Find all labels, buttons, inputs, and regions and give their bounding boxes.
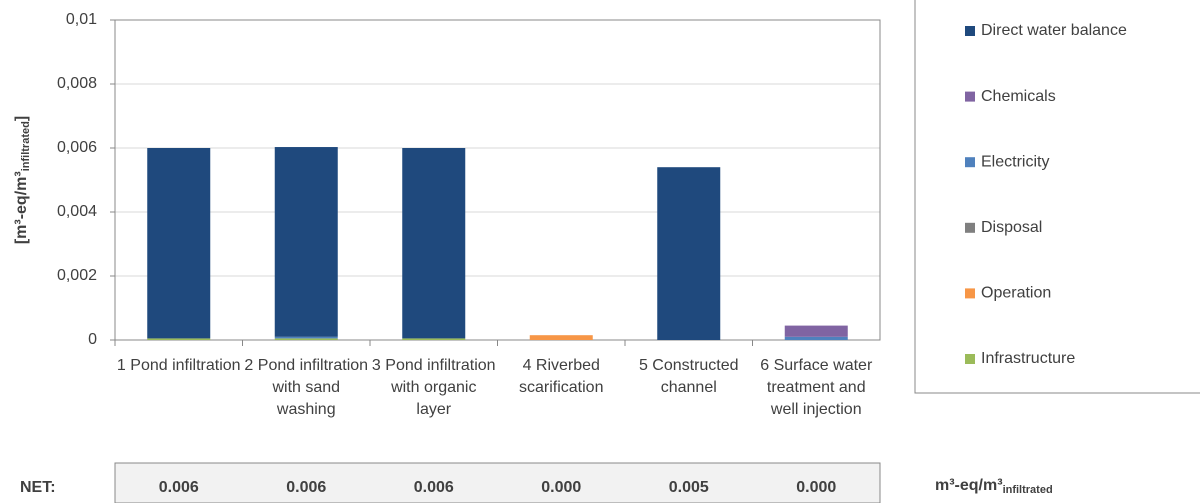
net-label: NET: bbox=[20, 479, 56, 496]
net-table bbox=[114, 462, 881, 503]
x-tick-label: 6 Surface water treatment and well injec… bbox=[760, 357, 873, 418]
text-part: infiltrated bbox=[20, 121, 32, 171]
y-tick-label: 0,002 bbox=[57, 267, 97, 284]
text-part: ] bbox=[13, 116, 30, 121]
bar-segment bbox=[274, 338, 338, 340]
y-tick-label: 0 bbox=[88, 331, 97, 348]
legend-label: Chemicals bbox=[981, 88, 1056, 105]
bar-segment bbox=[529, 335, 593, 340]
legend-label: Electricity bbox=[981, 153, 1049, 170]
legend-swatch bbox=[965, 222, 975, 233]
x-tick-label: 2 Pond infiltration with sand washing bbox=[244, 357, 369, 418]
net-value: 0.006 bbox=[286, 479, 326, 496]
x-tick-label: 4 Riverbed scarification bbox=[519, 357, 604, 396]
bar-segment bbox=[402, 148, 466, 339]
legend-label: Infrastructure bbox=[981, 350, 1075, 367]
x-tick-label: 1 Pond infiltration bbox=[116, 357, 241, 374]
y-tick-label: 0,01 bbox=[66, 11, 97, 28]
legend-label: Disposal bbox=[981, 219, 1042, 236]
net-value: 0.006 bbox=[159, 479, 199, 496]
plot-border bbox=[114, 19, 881, 341]
bar-segment bbox=[657, 167, 721, 340]
net-value: 0.000 bbox=[541, 479, 581, 496]
net-value: 0.005 bbox=[669, 479, 709, 496]
text-part: m³-eq/m³ bbox=[935, 477, 1003, 494]
bar-segment bbox=[402, 338, 466, 340]
y-tick-label: 0,006 bbox=[57, 139, 97, 156]
legend-swatch bbox=[965, 26, 975, 36]
text-part: [m³-eq/m³ bbox=[13, 171, 30, 244]
legend-label: Operation bbox=[981, 285, 1051, 302]
y-tick-label: 0,004 bbox=[57, 203, 97, 220]
net-unit: m³-eq/m³infiltrated bbox=[935, 477, 1053, 496]
x-tick-label: 5 Constructed channel bbox=[638, 357, 739, 396]
text-part: infiltrated bbox=[1003, 484, 1053, 496]
bar-segment bbox=[274, 336, 338, 339]
x-tick-label: 3 Pond infiltration with organic layer bbox=[371, 357, 496, 418]
bar-segment bbox=[784, 325, 848, 337]
net-value: 0.000 bbox=[796, 479, 836, 496]
legend-swatch bbox=[965, 91, 975, 102]
legend-swatch bbox=[965, 157, 975, 168]
y-axis-label: [m³-eq/m³infiltrated] bbox=[13, 116, 32, 244]
bar-segment bbox=[147, 148, 211, 339]
bar-segment bbox=[147, 338, 211, 340]
y-tick-label: 0,008 bbox=[57, 75, 97, 92]
bar-segment bbox=[784, 336, 848, 340]
legend-swatch bbox=[965, 354, 975, 364]
bar-segment bbox=[274, 147, 338, 337]
legend-swatch bbox=[965, 288, 975, 299]
net-value: 0.006 bbox=[414, 479, 454, 496]
legend-box bbox=[914, 0, 1200, 394]
legend-label: Direct water balance bbox=[981, 22, 1127, 39]
